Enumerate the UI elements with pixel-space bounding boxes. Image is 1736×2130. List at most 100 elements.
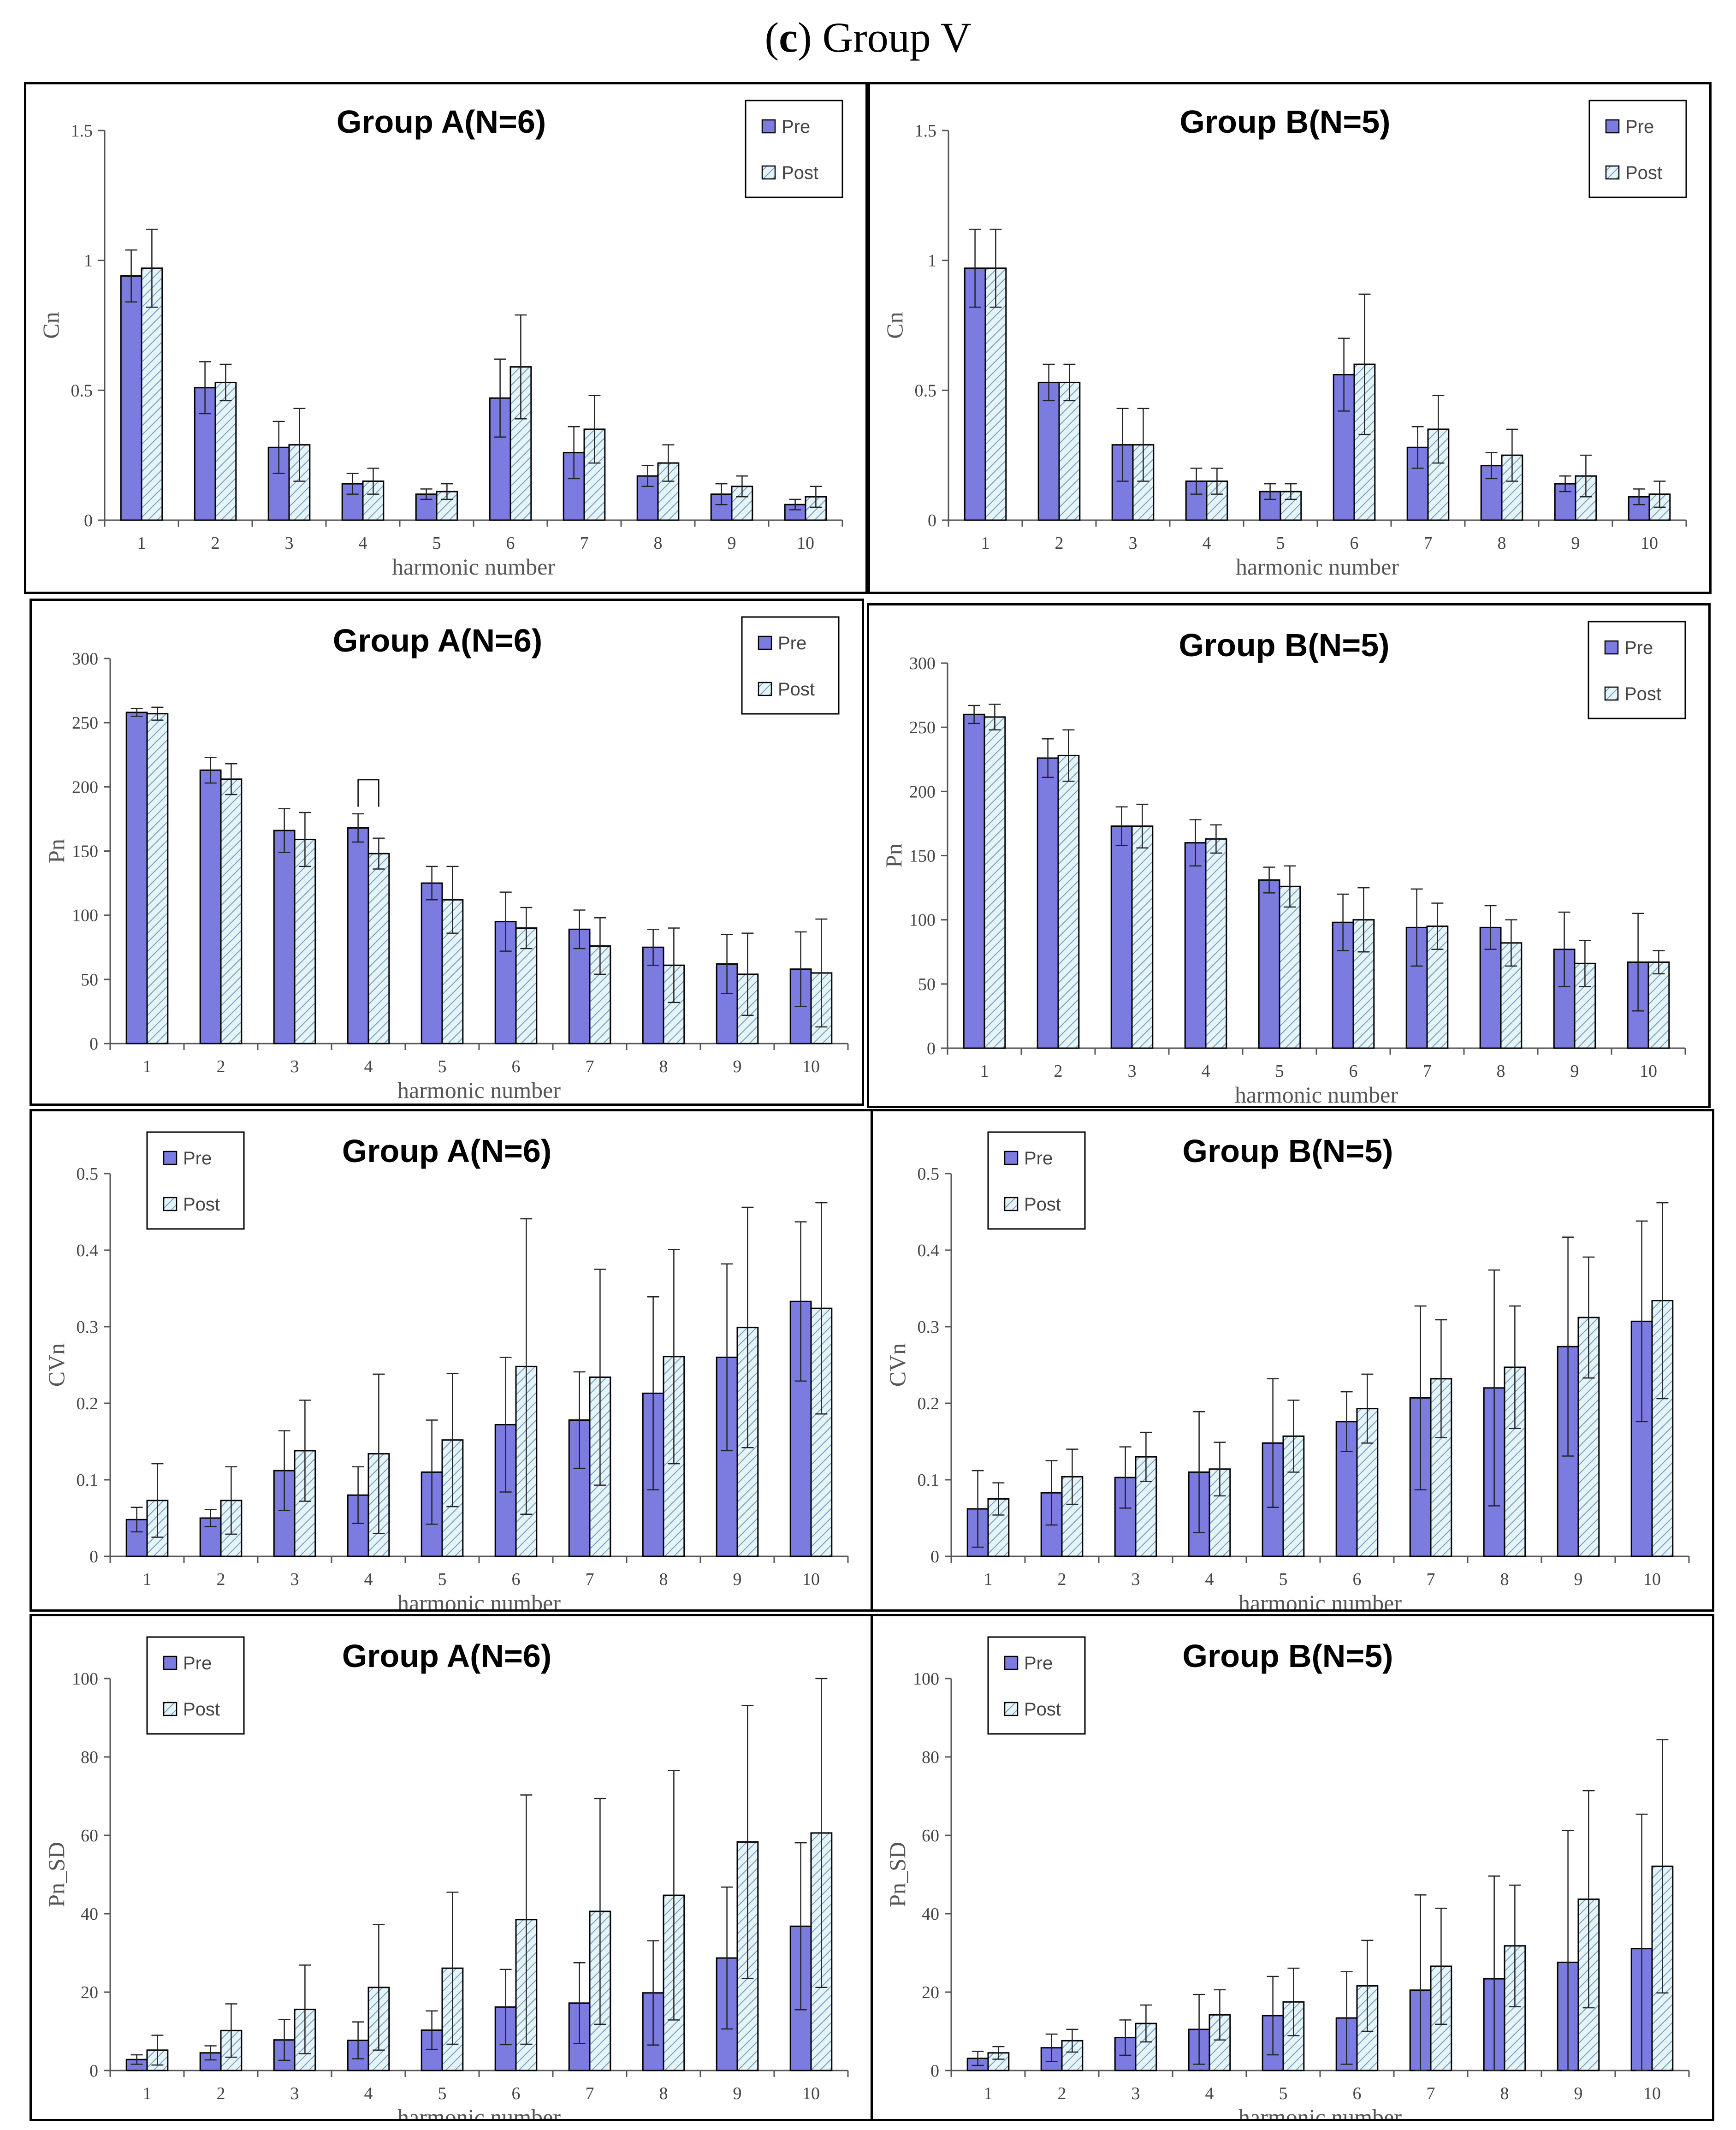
chart-panel-cvn-group-a: 0 0.1 0.2 0.3 0.4 0.5 1 2 3 4 5 6 7 8 9 10 Group A(N=6) h…	[30, 1109, 873, 1612]
legend-swatch-pre	[1004, 1151, 1019, 1165]
y-tick-label: 250	[72, 713, 98, 733]
x-tick-label: 9	[1574, 2084, 1583, 2103]
y-tick-label: 0.5	[918, 1164, 940, 1184]
legend-label-post: Post	[1024, 1699, 1061, 1720]
chart-title: Group A(N=6)	[337, 104, 546, 140]
chart-panel-pn-group-b: 0 50 100 150 200 250 300 1 2 3 4 5 6 7 8 9 10 Group B(N=5…	[867, 603, 1711, 1108]
x-tick-label: 3	[290, 1570, 299, 1589]
legend-swatch-post	[761, 165, 776, 180]
legend-swatch-pre	[761, 119, 776, 134]
x-tick-label: 1	[984, 2084, 993, 2103]
x-tick-label: 3	[290, 2084, 299, 2103]
x-tick-label: 10	[802, 2084, 820, 2103]
y-tick-label: 1	[84, 251, 93, 271]
legend-label-pre: Pre	[778, 633, 806, 653]
bar-post-5	[1279, 885, 1301, 1049]
x-tick-label: 10	[797, 534, 814, 553]
legend-label-pre: Pre	[1024, 1148, 1053, 1169]
bar-pre-2	[199, 769, 222, 1044]
bar-pre-5	[1258, 879, 1280, 1049]
x-axis-label: harmonic number	[1238, 2104, 1402, 2119]
y-tick-label: 0.5	[71, 381, 93, 400]
legend: Pre Post	[987, 1131, 1086, 1230]
chart-svg-cvn-b: 0 0.1 0.2 0.3 0.4 0.5 1 2 3 4 5 6 7 8 9 10 Group B(N=5) h…	[884, 1131, 1690, 1609]
bar-pre-8	[1480, 465, 1503, 521]
legend-box	[146, 1636, 245, 1735]
figure-title-suffix: ) Group V	[797, 14, 972, 61]
legend: Pre Post	[146, 1636, 245, 1735]
chart-svg-pnsd-a: 0 20 40 60 80 100 1 2 3 4 5 6 7 8 9 10 Group A(N=6) harmo…	[43, 1636, 849, 2119]
x-tick-label: 9	[1574, 1570, 1583, 1589]
x-tick-label: 6	[512, 1057, 521, 1076]
y-tick-label: 60	[81, 1826, 98, 1845]
x-tick-label: 9	[1571, 534, 1580, 553]
x-tick-label: 5	[1279, 1570, 1288, 1589]
legend-box	[146, 1131, 245, 1230]
x-tick-label: 10	[1643, 2084, 1661, 2103]
chart-svg-cn-b: 0 0.5 1 1.5 1 2 3 4 5 6 7 8 9 10 Group B(N=5) harmonic …	[882, 100, 1687, 580]
y-tick-label: 200	[909, 782, 936, 801]
y-axis-label: Pn	[881, 843, 907, 868]
x-axis-label: harmonic number	[397, 1077, 561, 1103]
legend-swatch-post	[1004, 1702, 1019, 1716]
y-tick-label: 0	[84, 511, 93, 530]
x-tick-label: 4	[364, 2084, 373, 2103]
bar-pre-3	[1110, 825, 1133, 1049]
x-tick-label: 10	[1641, 534, 1658, 553]
y-tick-label: 300	[909, 654, 936, 673]
y-tick-label: 1.5	[71, 121, 93, 141]
y-tick-label: 100	[909, 911, 936, 930]
x-tick-label: 1	[143, 1057, 152, 1076]
x-tick-label: 9	[733, 2084, 742, 2103]
legend-label-post: Post	[183, 1699, 220, 1720]
x-axis-label: harmonic number	[1235, 1082, 1398, 1106]
legend-box	[745, 100, 843, 198]
bar-pre-5	[421, 882, 443, 1044]
x-tick-label: 3	[1132, 2084, 1140, 2103]
x-tick-label: 9	[1570, 1062, 1579, 1081]
y-tick-label: 1.5	[915, 121, 937, 141]
y-tick-label: 40	[81, 1905, 98, 1924]
x-axis-label: harmonic number	[397, 2104, 561, 2119]
x-tick-label: 8	[654, 534, 663, 553]
x-tick-label: 2	[1058, 2084, 1066, 2103]
chart-title: Group B(N=5)	[1180, 104, 1391, 140]
x-tick-label: 8	[659, 1057, 668, 1076]
legend-swatch-post	[1604, 686, 1619, 701]
y-axis-label: Pn_SD	[884, 1842, 910, 1907]
bar-post-6	[515, 927, 538, 1044]
x-tick-label: 7	[1427, 2084, 1435, 2103]
x-tick-label: 6	[1350, 534, 1359, 553]
y-tick-label: 50	[918, 975, 936, 994]
chart-svg-pnsd-b: 0 20 40 60 80 100 1 2 3 4 5 6 7 8 9 10 Group B(N=5) harmo…	[884, 1636, 1690, 2119]
x-tick-label: 3	[290, 1057, 299, 1076]
bar-pre-3	[273, 830, 296, 1044]
x-tick-label: 1	[143, 1570, 152, 1589]
legend-swatch-pre	[163, 1151, 178, 1165]
figure-title: (c) Group V	[0, 13, 1736, 62]
x-tick-label: 9	[733, 1570, 742, 1589]
y-axis-label: CVn	[884, 1343, 910, 1387]
x-tick-label: 2	[217, 1057, 225, 1076]
legend-swatch-pre	[1605, 119, 1620, 134]
legend-label-post: Post	[1024, 1194, 1061, 1215]
x-tick-label: 10	[1643, 1570, 1661, 1589]
x-tick-label: 6	[506, 534, 515, 553]
x-tick-label: 1	[143, 2084, 152, 2103]
chart-title: Group A(N=6)	[342, 1638, 551, 1674]
y-tick-label: 100	[72, 906, 98, 926]
x-tick-label: 8	[659, 1570, 668, 1589]
legend-box	[1588, 621, 1686, 719]
y-tick-label: 20	[81, 1983, 98, 2002]
legend-label-post: Post	[778, 679, 815, 700]
y-tick-label: 0.2	[918, 1394, 940, 1413]
x-tick-label: 10	[1640, 1062, 1657, 1081]
legend-box	[741, 616, 840, 715]
y-tick-label: 80	[922, 1748, 939, 1767]
legend-box	[1588, 100, 1687, 198]
y-tick-label: 0	[928, 511, 936, 530]
x-tick-label: 1	[981, 534, 990, 553]
chart-panel-pnsd-group-b: 0 20 40 60 80 100 1 2 3 4 5 6 7 8 9 10 Group B(N=5) harmo…	[871, 1614, 1714, 2121]
bar-pre-1	[125, 712, 148, 1044]
legend-swatch-post	[163, 1197, 178, 1211]
